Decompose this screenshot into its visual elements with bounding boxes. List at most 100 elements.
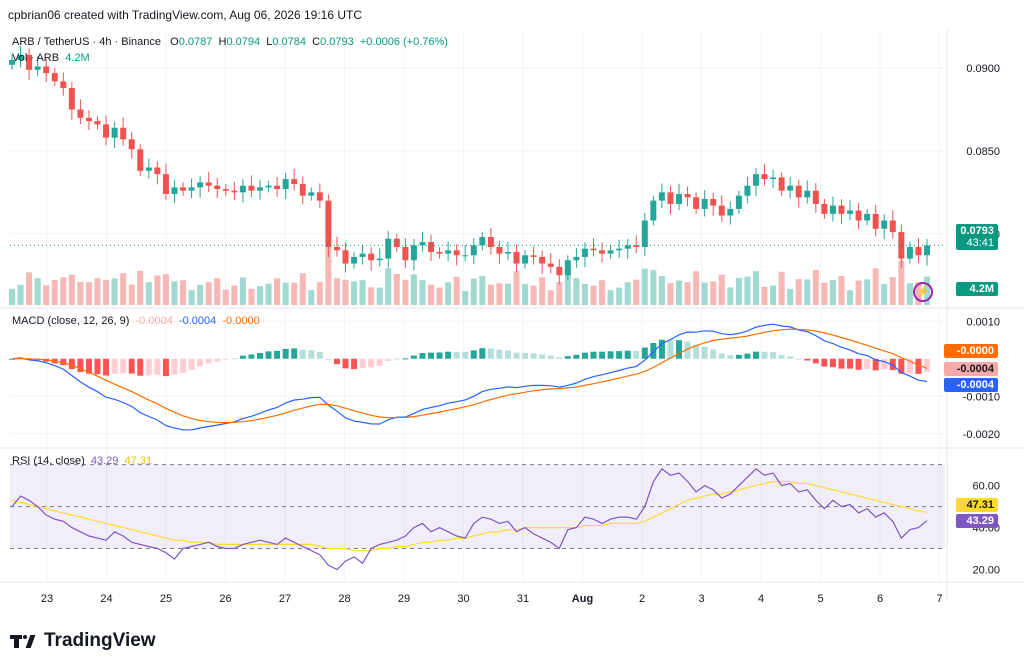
macd-histogram-bar [111,358,118,374]
candle-body [60,81,67,88]
macd-histogram-bar [274,350,281,359]
macd-histogram-bar [607,351,614,359]
volume-bar [470,278,477,305]
candle-body [590,248,597,251]
macd-histogram-bar [94,358,101,375]
volume-bar [445,282,452,305]
candle-body [26,54,33,70]
volume-bar [607,290,614,305]
tradingview-logo[interactable]: TradingView [10,630,156,652]
macd-histogram-bar [171,358,178,375]
candle-body [342,250,349,264]
macd-histogram-bar [487,348,494,359]
volume-bar [103,279,110,305]
y-tick-label: 0.0900 [966,63,1000,75]
macd-histogram-bar [522,352,529,359]
macd-hist-value: -0.0004 [135,315,173,327]
candle-body [795,185,802,198]
volume-bar [111,278,118,305]
candle-body [573,256,580,261]
macd-histogram-bar [68,358,75,370]
macd-histogram-bar [821,358,828,367]
macd-histogram-bar [624,350,631,359]
macd-histogram-bar [282,348,289,359]
candle-body [804,190,811,198]
volume-bar [581,284,588,305]
macd-histogram-bar [214,358,221,362]
high-label: H [218,36,227,48]
low-label: L [266,36,273,48]
macd-histogram-bar [188,358,195,370]
symbol-pair: ARB / TetherUS · 4h · Binance [12,36,161,48]
x-tick-label: 3 [698,593,704,605]
candle-body [410,245,417,261]
candle-body [616,248,623,251]
volume-bar [385,268,392,305]
volume-bar [137,270,144,305]
volume-bar [299,273,306,305]
candle-body [676,194,683,204]
macd-histogram-bar [829,358,836,368]
candle-body [513,251,520,264]
volume-bar [231,285,238,305]
macd-histogram-bar [470,350,477,359]
x-tick-label: 4 [758,593,764,605]
macd-histogram-bar [658,339,665,359]
candle-body [154,167,161,175]
x-tick-label: 27 [279,593,291,605]
candle-body [94,121,101,125]
candle-body [85,117,92,122]
candle-body [316,192,323,201]
y-tick-label: 0.0010 [966,316,1000,328]
volume-bar [376,287,383,305]
volume-badge: 4.2M [956,282,998,296]
macd-histogram-bar [137,358,144,376]
change-value: +0.0006 (+0.76%) [359,36,448,48]
candle-body [624,245,631,249]
volume-bar [599,280,606,305]
candle-body [428,242,435,252]
volume-bar [864,279,871,305]
volume-bar [265,283,272,305]
open-label: O [170,36,179,48]
volume-legend: Vol · ARB 4.2M [12,52,90,64]
volume-bar [744,276,751,305]
volume-bar [513,271,520,305]
candle-body [436,251,443,254]
volume-bar [496,283,503,305]
candle-body [111,127,118,138]
x-tick-label: Aug [572,593,593,605]
macd-histogram-bar [479,348,486,359]
candle-body [445,250,452,254]
candle-body [265,185,272,188]
volume-bar [530,285,537,305]
price-badge-value: 0.0793 [960,225,994,237]
macd-histogram-bar [103,358,110,376]
volume-bar [256,286,263,305]
volume-bar [419,280,426,305]
volume-bar [539,277,546,305]
candle-body [496,247,503,254]
volume-bar [291,282,298,305]
candle-body [214,185,221,190]
macd-histogram-bar [231,358,238,360]
macd-histogram-bar [752,351,759,359]
candle-body [308,192,315,196]
volume-bar [282,282,289,305]
macd-histogram-bar [787,356,794,359]
candle-body [188,187,195,191]
candle-body [864,213,871,221]
candle-body [504,251,511,254]
volume-bar [274,278,281,305]
rsi-value: 43.29 [90,455,119,467]
macd-histogram-bar [590,351,597,359]
rsi-ma-badge: 47.31 [956,498,998,512]
candle-body [778,177,785,191]
volume-bar [829,280,836,305]
candle-body [829,205,836,214]
candle-body [376,258,383,261]
lightning-icon[interactable]: ⚡ [913,282,933,302]
volume-bar [316,282,323,305]
volume-label: Vol · ARB [12,52,60,64]
macd-histogram-bar [9,358,15,360]
